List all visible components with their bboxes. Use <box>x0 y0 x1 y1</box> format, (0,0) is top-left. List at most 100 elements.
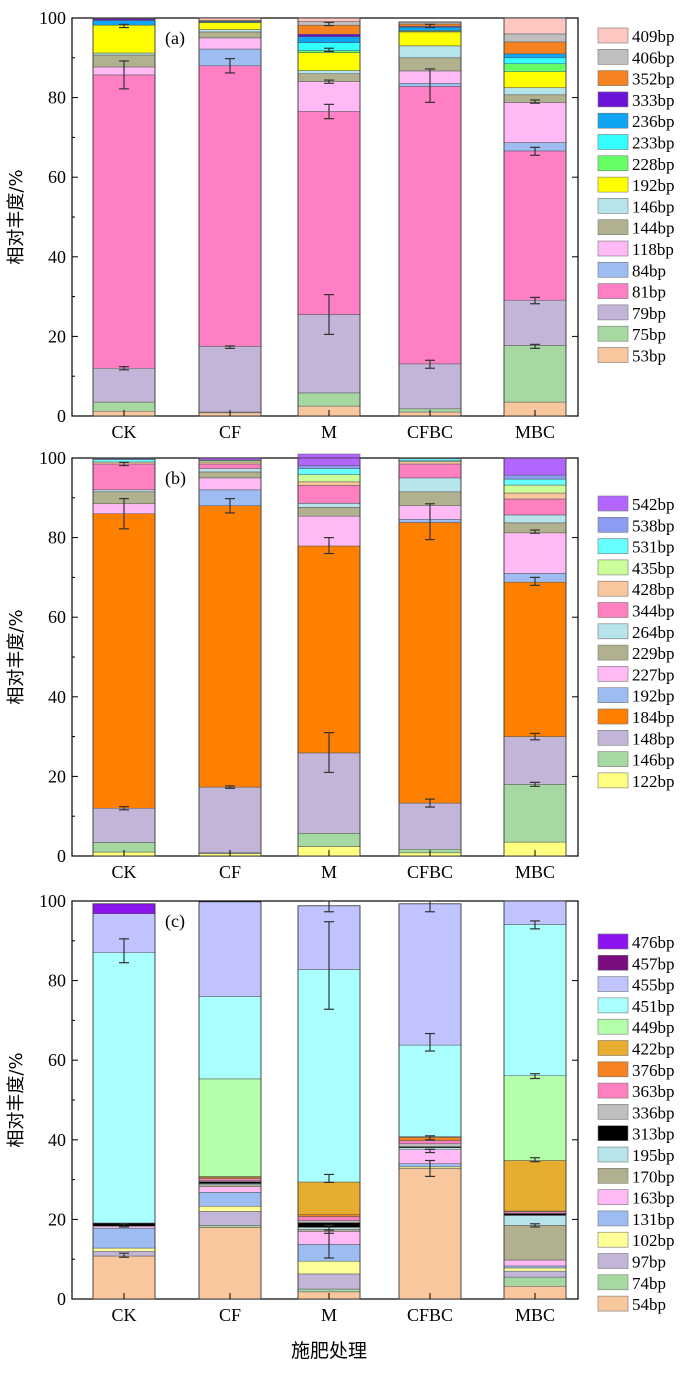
legend-swatch <box>597 1040 629 1056</box>
legend-item-455bp: 455bp <box>597 976 675 995</box>
bar-segment-cf-313bp <box>198 1181 262 1184</box>
bar-segment-cf-170bp <box>198 1184 262 1188</box>
bar-segment-m-428bp <box>297 481 361 486</box>
bar-segment-mbc-192bp <box>503 71 567 88</box>
error-bar-ck <box>119 806 129 811</box>
legend-swatch <box>597 176 629 193</box>
legend-swatch <box>597 997 629 1014</box>
legend-item-75bp: 75bp <box>597 325 666 344</box>
legend: 409bp 406bp 352bp 333bp 236bp 233bp 228bp 192bp… <box>597 27 675 366</box>
legend-item-422bp: 422bp <box>597 1040 675 1059</box>
y-axis-title: 相对丰度/% <box>6 1052 27 1147</box>
legend-item-79bp: 79bp <box>597 304 666 323</box>
y-axis-title: 相对丰度/% <box>6 169 27 264</box>
bar-segment-cf-79bp <box>198 346 262 413</box>
legend-item-457bp: 457bp <box>597 954 675 973</box>
y-tick-label: 40 <box>48 687 66 707</box>
bar-segment-m-184bp <box>297 545 361 754</box>
x-tick-label: MBC <box>515 1305 555 1325</box>
legend-label: 313bp <box>632 1125 675 1144</box>
legend-label: 54bp <box>632 1295 666 1314</box>
bar-segment-m-192bp <box>297 52 361 71</box>
bar-segment-cfbc-184bp <box>398 522 462 804</box>
error-bar-mbc <box>530 296 540 305</box>
bar-segment-ck-102bp <box>92 1247 156 1252</box>
bar-segment-cf-74bp <box>198 1225 262 1228</box>
legend-swatch <box>597 1231 629 1248</box>
y-tick-label: 80 <box>48 971 66 991</box>
legend-item-170bp: 170bp <box>597 1167 675 1186</box>
legend-label: 192bp <box>632 176 675 195</box>
legend-item-53bp: 53bp <box>597 347 666 366</box>
bar-segment-cfbc-363bp <box>398 1140 462 1145</box>
error-bar-m <box>324 47 334 53</box>
legend-item-163bp: 163bp <box>597 1189 675 1208</box>
bar-segment-ck-531bp <box>92 459 156 463</box>
bar-segment-m-81bp <box>297 111 361 315</box>
legend-label: 457bp <box>632 954 675 973</box>
legend-swatch <box>597 1253 629 1269</box>
bar-segment-mbc-409bp <box>503 17 567 35</box>
legend-swatch <box>597 538 629 554</box>
bar-segment-cf-102bp <box>198 1206 262 1212</box>
legend-label: 531bp <box>632 538 675 557</box>
bar-segment-m-146bp <box>297 833 361 847</box>
bar-segment-mbc-102bp <box>503 1267 567 1272</box>
bar-segment-mbc-97bp <box>503 1270 567 1278</box>
legend-swatch <box>597 772 629 789</box>
error-bar-ck <box>119 497 129 530</box>
legend-item-352bp: 352bp <box>597 70 675 89</box>
error-bar-cf <box>225 497 235 514</box>
bar-segment-mbc-228bp <box>503 63 567 72</box>
error-bar-ck <box>119 1252 129 1258</box>
error-bar-mbc <box>530 732 540 741</box>
legend-swatch <box>597 91 629 108</box>
bar-segment-m-102bp <box>297 1260 361 1275</box>
y-tick-label: 0 <box>57 1289 66 1309</box>
legend-swatch <box>597 347 629 363</box>
legend-item-376bp: 376bp <box>597 1061 675 1080</box>
legend-item-435bp: 435bp <box>597 559 675 578</box>
legend-swatch <box>597 261 629 278</box>
bar-segment-cf-148bp <box>198 786 262 854</box>
legend-label: 97bp <box>632 1253 666 1272</box>
bar-segment-mbc-148bp <box>503 736 567 785</box>
bar-segment-cf-118bp <box>198 37 262 50</box>
legend-swatch <box>597 1189 629 1205</box>
y-tick-label: 100 <box>39 8 66 28</box>
bar-segment-cfbc-79bp <box>398 363 462 410</box>
bar-segment-cf-97bp <box>198 1211 262 1226</box>
legend-label: 163bp <box>632 1189 675 1208</box>
legend-label: 227bp <box>632 665 675 684</box>
legend-label: 233bp <box>632 134 675 153</box>
legend-swatch <box>597 708 629 725</box>
legend-swatch <box>597 516 629 533</box>
error-bar-m <box>324 1173 334 1183</box>
legend-item-195bp: 195bp <box>597 1146 675 1165</box>
bar-segment-m-352bp <box>297 24 361 35</box>
legend-swatch <box>597 1295 629 1312</box>
legend-item-229bp: 229bp <box>597 644 675 663</box>
bar-segment-ck-54bp <box>92 1255 156 1300</box>
bar-segment-m-333bp <box>297 34 361 37</box>
legend-item-102bp: 102bp <box>597 1231 675 1250</box>
legend-item-74bp: 74bp <box>597 1274 666 1293</box>
legend-label: 376bp <box>632 1061 675 1080</box>
legend-label: 264bp <box>632 623 675 642</box>
bar-segment-m-409bp <box>297 17 361 22</box>
legend-swatch <box>597 1274 629 1291</box>
legend-label: 79bp <box>632 304 666 323</box>
legend-label: 170bp <box>632 1167 675 1186</box>
legend-swatch <box>597 70 629 86</box>
bar-segment-cfbc-428bp <box>398 461 462 465</box>
panel-label: (a) <box>165 28 185 49</box>
legend-item-451bp: 451bp <box>597 997 675 1016</box>
bar-segment-cfbc-192bp <box>398 31 462 47</box>
bar-segment-mbc-118bp <box>503 102 567 143</box>
bar-segment-cf-455bp <box>198 901 262 997</box>
x-tick-label: M <box>321 862 337 882</box>
legend-swatch <box>597 666 629 682</box>
error-bar-ck <box>119 938 129 964</box>
error-bar-m <box>324 294 334 336</box>
legend-item-538bp: 538bp <box>597 516 675 535</box>
